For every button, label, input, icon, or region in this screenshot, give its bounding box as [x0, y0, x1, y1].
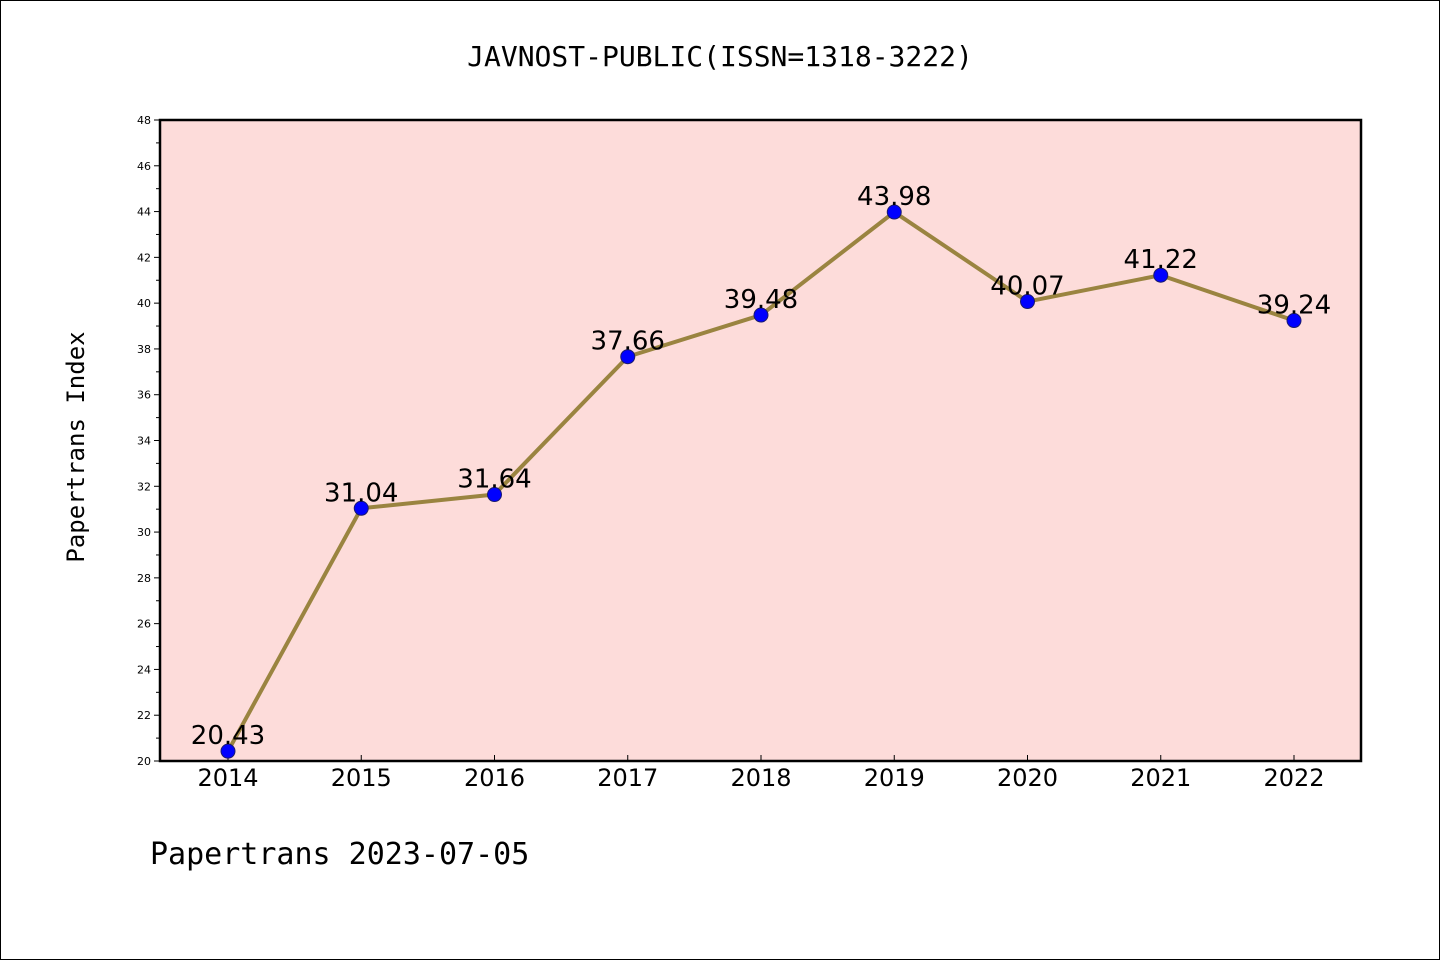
data-point	[353, 500, 369, 516]
y-tick-label: 30	[137, 526, 151, 539]
data-point	[1020, 294, 1035, 310]
y-tick-label: 36	[137, 389, 151, 402]
x-tick-label: 2014	[197, 764, 258, 792]
data-point	[1153, 267, 1169, 283]
plot-border	[158, 118, 1363, 763]
x-tick-label: 2019	[864, 764, 925, 792]
data-label: 41.22	[1124, 245, 1198, 275]
plot-area	[160, 120, 1361, 761]
data-label: 39.24	[1257, 291, 1331, 321]
data-label: 20.43	[191, 721, 265, 751]
x-tick-label: 2020	[997, 764, 1058, 792]
data-label: 31.64	[457, 465, 531, 495]
chart-title: JAVNOST-PUBLIC(ISSN=1318-3222)	[467, 40, 973, 73]
x-tick-label: 2016	[464, 764, 525, 792]
x-axis: 2014 2015 2016 2017 2018 2019 2020 2021 2022	[197, 755, 1325, 792]
y-tick-label: 20	[137, 755, 151, 768]
y-axis-label: Papertrans Index	[62, 331, 90, 562]
x-tick-label: 2015	[331, 764, 392, 792]
y-tick-label: 26	[137, 618, 151, 631]
x-tick-label: 2021	[1130, 764, 1191, 792]
data-point	[1286, 313, 1302, 329]
data-markers	[220, 204, 1302, 759]
y-tick-label: 32	[137, 480, 151, 493]
data-point	[620, 349, 636, 365]
data-point	[886, 204, 902, 220]
data-label: 37.66	[591, 327, 665, 357]
x-tick-label: 2022	[1263, 764, 1324, 792]
y-tick-label: 22	[137, 709, 151, 722]
y-tick-label: 44	[137, 206, 151, 219]
y-tick-label: 38	[137, 343, 151, 356]
y-axis: 20 22 24 26 28 30 32 34 36 38 40 42 44 46 48	[137, 114, 160, 768]
y-tick-label: 46	[137, 160, 151, 173]
data-label: 40.07	[990, 272, 1064, 302]
data-label: 31.04	[324, 478, 398, 508]
y-tick-label: 28	[137, 572, 151, 585]
y-tick-label: 42	[137, 251, 151, 264]
x-tick-label: 2018	[730, 764, 791, 792]
data-label: 43.98	[857, 182, 931, 212]
footer-caption: Papertrans 2023-07-05	[150, 837, 529, 872]
y-tick-label: 24	[137, 663, 151, 676]
data-labels: 20.43 31.04 31.64 37.66 39.48 43.98 40.07 41.22…	[191, 182, 1331, 751]
y-tick-label: 40	[137, 297, 151, 310]
data-point	[220, 743, 236, 759]
y-tick-label: 48	[137, 114, 151, 127]
data-point	[753, 307, 769, 323]
data-label: 39.48	[724, 285, 798, 315]
x-tick-label: 2017	[597, 764, 658, 792]
data-point	[487, 487, 502, 503]
y-tick-label: 34	[137, 435, 151, 448]
